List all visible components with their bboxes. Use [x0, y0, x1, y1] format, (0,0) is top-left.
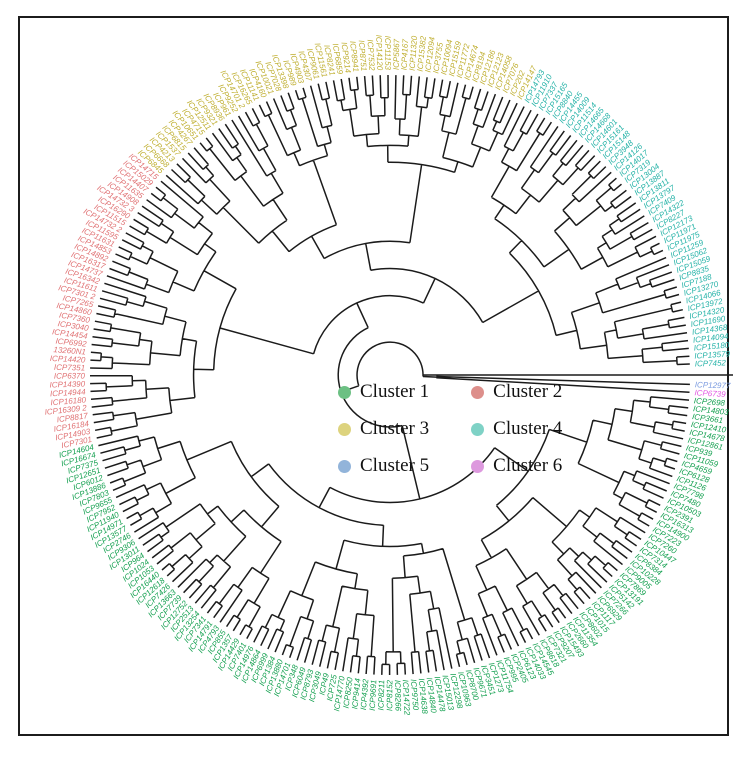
leaf-label: ICP8941	[348, 40, 360, 72]
cluster-3-color-dot	[338, 422, 351, 436]
leaf-label: ICP14803	[693, 404, 730, 417]
leaf-label: ICP8250	[342, 676, 355, 709]
cluster-1-color-dot	[338, 385, 351, 399]
legend-item-label: Cluster 2	[493, 381, 563, 402]
leaf-label: ICP15382	[416, 35, 428, 72]
leaf-label: ICP14420	[50, 354, 87, 365]
leaf-label: ICP13579	[694, 349, 731, 360]
legend-item-label: Cluster 1	[360, 381, 430, 402]
leaf-label: ICP7452	[695, 358, 727, 368]
leaf-label: ICP9414	[350, 677, 362, 709]
legend-item-label: Cluster 3	[360, 418, 430, 439]
leaf-label: ICP6992	[55, 337, 87, 349]
tree-links	[89, 74, 733, 675]
leaf-label: ICP4167	[400, 38, 410, 70]
cluster-5-color-dot	[338, 459, 351, 473]
leaf-label: ICP2698	[694, 396, 726, 408]
leaf-label: ICP9214	[339, 41, 352, 74]
leaf-label: 13260N1	[53, 345, 86, 356]
leaf-label: ICP8751	[357, 40, 369, 72]
cluster-2-color-dot	[471, 385, 485, 399]
cluster-6-color-dot	[471, 459, 485, 473]
cluster-4-color-dot	[471, 422, 485, 436]
leaf-label: ICP4392	[359, 678, 370, 710]
leaf-label: ICP7351	[54, 363, 85, 373]
legend-item-cluster-3: Cluster 3	[338, 417, 429, 441]
leaf-label: ICP9691	[368, 679, 379, 711]
leaf-label: ICP8211	[376, 680, 386, 711]
leaf-label: ICP15180	[693, 340, 730, 352]
legend-item-cluster-6: Cluster 6	[471, 454, 562, 478]
legend-item-cluster-1: Cluster 1	[338, 380, 429, 404]
leaf-label: ICP8152	[385, 679, 394, 711]
leaf-label: ICP14390	[49, 380, 85, 390]
leaf-label: ICP14722	[401, 679, 412, 716]
leaf-label: ICP11153	[383, 36, 392, 71]
leaf-label: ICP3661	[692, 412, 724, 425]
leaf-label: ICP14944	[50, 387, 87, 398]
leaf-label: ICP14094	[693, 332, 730, 345]
legend-item-cluster-4: Cluster 4	[471, 417, 562, 441]
leaf-label: ICP6739	[694, 388, 726, 399]
leaf-label: ICP11320	[408, 35, 420, 71]
legend-item-label: Cluster 6	[493, 455, 563, 476]
legend-item-cluster-5: Cluster 5	[338, 454, 429, 478]
leaf-label: ICP6370	[54, 372, 86, 381]
leaf-label: ICP8817	[56, 411, 89, 424]
legend-item-label: Cluster 5	[360, 455, 430, 476]
leaf-label: ICP8266	[393, 680, 403, 712]
leaf-label: ICP16180	[50, 395, 87, 407]
leaf-label: ICP5867	[392, 38, 402, 70]
leaf-label: ICP14120	[374, 34, 384, 70]
legend-item-label: Cluster 4	[493, 418, 563, 439]
leaf-label: ICP7532	[366, 39, 377, 71]
leaf-label: ICP12094	[423, 36, 436, 73]
cluster-legend: Cluster 1 Cluster 3 Cluster 5 Cluster 2 …	[338, 380, 562, 478]
legend-item-cluster-2: Cluster 2	[471, 380, 562, 404]
leaf-label: ICP9750	[409, 679, 420, 711]
leaf-label: ICP12977	[695, 380, 731, 390]
leaf-label: ICP14638	[417, 678, 430, 715]
